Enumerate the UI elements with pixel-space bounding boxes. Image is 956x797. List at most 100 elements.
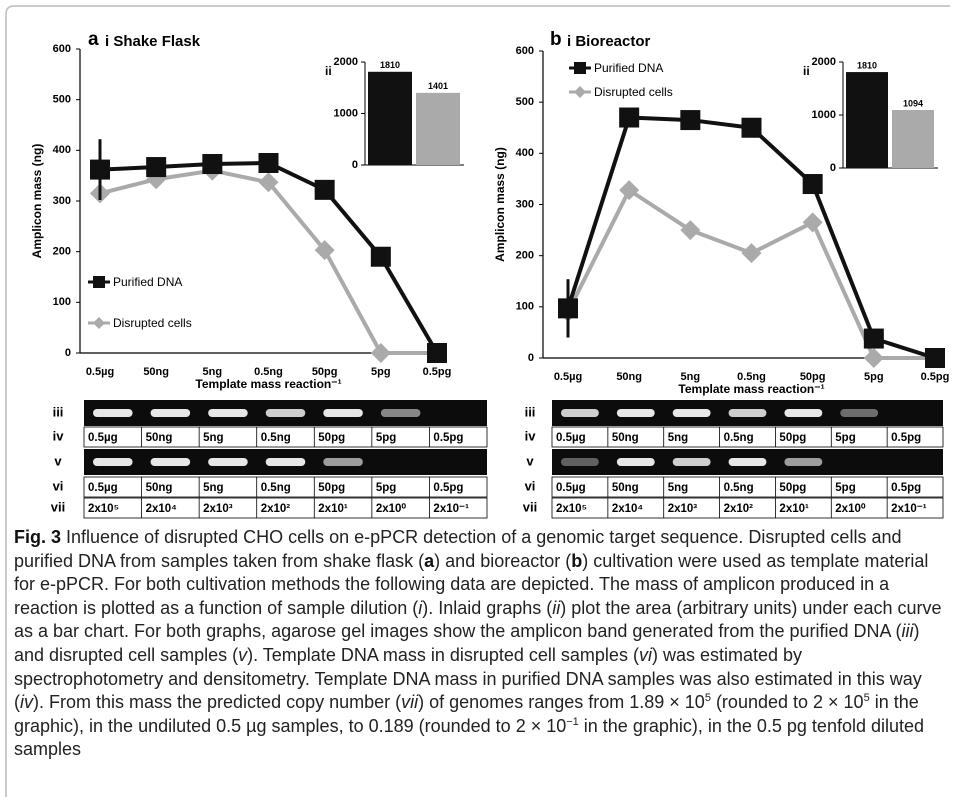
x-tick-label: 0.5µg [86,366,114,378]
legend-label: Disrupted cells [113,316,192,330]
y-tick-label: 1000 [812,109,836,121]
cell-text: 2x10¹ [779,503,809,515]
legend-marker [574,86,586,98]
gel-band [151,458,191,466]
caption: Fig. 3 Influence of disrupted CHO cells … [14,526,942,762]
x-tick-label: 5pg [864,371,884,383]
gel-band [561,409,599,417]
bar [846,72,888,168]
gel-band [840,409,878,417]
marker-square [90,160,110,180]
legend-label: Purified DNA [594,61,663,75]
gel-row-label: iv [525,428,537,443]
cell-text: 0.5µg [556,432,586,444]
caption-run: ). Inlaid graphs ( [422,598,552,618]
gel-band [729,409,767,417]
y-tick-label: 2000 [334,56,358,68]
gel-row-label: iii [525,404,536,419]
cell-text: 5ng [203,432,223,444]
gel-band [323,458,363,466]
gel-band [381,409,421,417]
x-axis-label: Template mass reaction⁻¹ [195,377,341,391]
cell-text: 5ng [668,482,688,494]
legend-marker [93,317,105,329]
bar-value-label: 1810 [857,60,877,70]
y-tick-label: 2000 [812,56,836,68]
cell-text: 0.5µg [556,482,586,494]
legend-marker [93,276,105,288]
y-tick-label: 300 [53,195,71,207]
cell-text: 0.5pg [891,482,921,494]
caption-run: ) of genomes ranges from 1.89 × 10 [418,692,705,712]
cell-text: 0.5ng [724,432,754,444]
cell-text: 50pg [779,482,806,494]
panel-label: b [550,29,562,50]
caption-run: ). From this mass the predicted copy num… [33,692,401,712]
x-tick-label: 0.5ng [737,371,766,383]
x-tick-label: 0.5ng [254,366,283,378]
x-tick-label: 50pg [800,371,826,383]
gel-row-label: iv [53,428,65,443]
cell-text: 2x10² [724,503,754,515]
caption-run: −1 [566,716,579,728]
cell-text: 2x10⁵ [556,503,587,515]
bar [892,110,934,168]
cell-text: 2x10⁴ [612,503,644,515]
cell-text: 50pg [318,482,345,494]
y-tick-label: 200 [516,250,534,262]
y-tick-label: 100 [53,296,71,308]
chart-title: i Bioreactor [567,33,651,50]
y-tick-label: 600 [516,45,534,57]
panel-label: a [88,29,99,50]
y-tick-label: 500 [516,96,534,108]
cell-text: 5ng [203,482,223,494]
y-tick-label: 200 [53,246,71,258]
y-tick-label: 1000 [334,107,358,119]
cell-text: 2x10⁻¹ [891,503,927,515]
marker-square [619,108,639,128]
marker-square [864,329,884,349]
marker-square [427,343,447,363]
gel-band [561,458,599,466]
marker-square [803,174,823,194]
gel-band [617,409,655,417]
y-tick-label: 400 [53,144,71,156]
inset-label: ii [325,64,332,78]
cell-text: 0.5pg [433,482,463,494]
x-tick-label: 0.5pg [423,366,452,378]
cell-text: 0.5pg [891,432,921,444]
y-tick-label: 0 [830,162,836,174]
caption-run: (rounded to 2 × 10 [711,692,864,712]
caption-run: a [424,551,434,571]
gel-band [784,458,822,466]
caption-run: ) and bioreactor ( [434,551,571,571]
marker-diamond [371,343,391,363]
marker-diamond [803,212,823,232]
marker-square [680,110,700,130]
bar [416,93,460,165]
marker-square [925,348,945,368]
x-tick-label: 50pg [312,366,338,378]
y-tick-label: 500 [53,94,71,106]
cell-text: 5pg [376,432,396,444]
cell-text: 2x10² [261,503,291,515]
marker-square [315,180,335,200]
x-axis-label: Template mass reaction⁻¹ [678,382,824,396]
y-axis-label: Amplicon mass (ng) [30,144,44,259]
caption-run: b [571,551,582,571]
x-tick-label: 50ng [616,371,642,383]
gel-band [208,458,248,466]
cell-text: 50pg [779,432,806,444]
gel-row-label: v [54,453,62,468]
cell-text: 2x10⁰ [376,502,407,515]
gel-row-label: vii [51,499,65,514]
gel-row-label: iii [53,404,64,419]
cell-text: 5pg [835,482,855,494]
y-axis-label: Amplicon mass (ng) [493,147,507,262]
page: ai Shake Flask01002003004005006000.5µg50… [0,0,956,797]
marker-diamond [742,243,762,263]
caption-run: iii [902,621,914,641]
gel-row-label: vi [53,478,64,493]
cell-text: 0.5ng [261,482,291,494]
caption-run: ). Template DNA mass in disrupted cell s… [247,645,639,665]
